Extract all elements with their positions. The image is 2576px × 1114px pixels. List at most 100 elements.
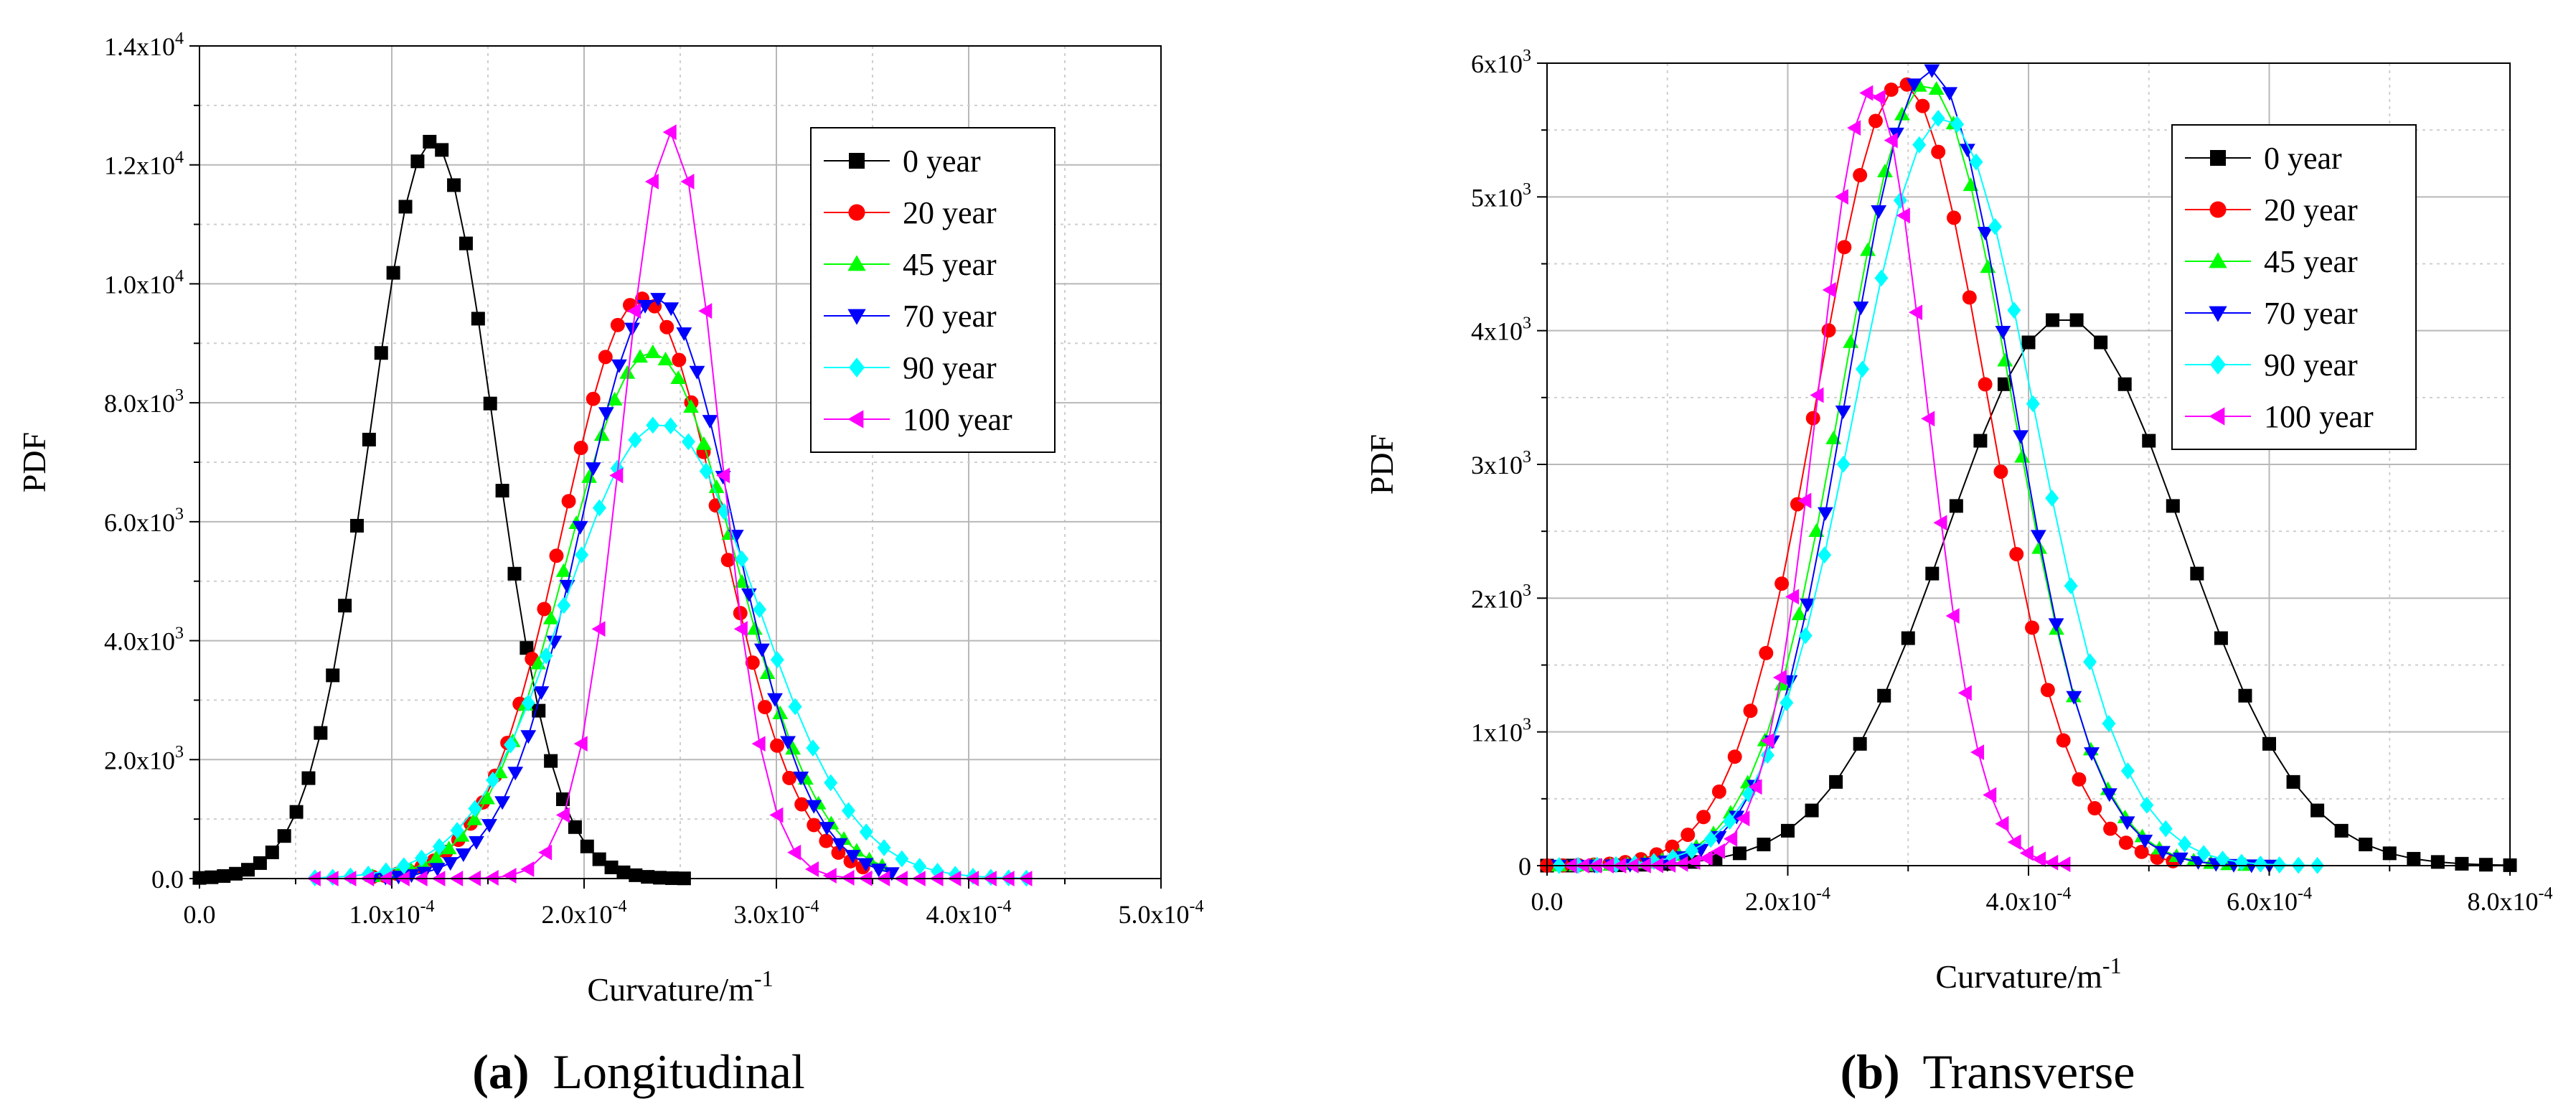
data-point — [847, 410, 864, 429]
data-point — [842, 802, 855, 820]
data-point — [653, 871, 667, 885]
data-point — [1871, 205, 1887, 219]
data-point — [770, 651, 784, 669]
data-point — [2210, 355, 2226, 375]
data-point — [870, 863, 887, 878]
data-point — [428, 850, 444, 864]
data-point — [734, 574, 751, 588]
data-point — [2064, 577, 2078, 595]
data-point — [2014, 449, 2031, 463]
data-point — [1780, 694, 1794, 711]
data-point — [681, 433, 695, 451]
data-point — [598, 407, 614, 421]
data-point — [1797, 492, 1812, 509]
data-point — [1871, 89, 1886, 106]
data-point — [2158, 820, 2173, 838]
data-point — [1906, 78, 1922, 93]
data-point — [537, 602, 552, 617]
data-point — [2072, 772, 2087, 787]
legend-label: 45 year — [2264, 244, 2358, 279]
data-point — [2056, 733, 2071, 748]
data-point — [1822, 281, 1836, 298]
data-point — [1901, 631, 1915, 645]
x-axis-label: Curvature/m-1 — [1935, 952, 2121, 995]
data-point — [637, 299, 654, 314]
data-point — [2044, 854, 2059, 871]
data-point — [831, 845, 846, 860]
data-point — [1931, 144, 1946, 159]
x-axis: 0.0 2.0x10-4 4.0x10-4 6.0x10-4 8.0x10-4 — [1531, 866, 2553, 916]
data-point — [2019, 845, 2034, 861]
data-point — [2007, 834, 2021, 851]
data-point — [794, 797, 809, 812]
data-point — [793, 771, 809, 785]
data-point — [1877, 688, 1891, 703]
data-point — [1969, 153, 1983, 171]
data-point — [386, 266, 400, 280]
data-point — [429, 863, 446, 877]
series-20-year — [1540, 77, 2181, 873]
data-point — [442, 857, 459, 871]
data-point — [1791, 606, 1808, 620]
caption-text: Longitudinal — [553, 1044, 805, 1099]
data-point — [494, 796, 511, 810]
data-point — [1724, 830, 1738, 847]
data-point — [1759, 645, 1774, 660]
data-point — [435, 143, 449, 157]
data-point — [644, 344, 661, 358]
data-point — [2007, 301, 2021, 319]
data-point — [859, 823, 873, 841]
data-point — [481, 819, 497, 833]
data-point — [2478, 858, 2493, 872]
data-point — [217, 869, 231, 883]
data-point — [1942, 87, 1958, 101]
legend-item: 0 year — [824, 144, 981, 179]
data-point — [650, 293, 667, 307]
data-point — [546, 635, 563, 650]
legend-box — [810, 127, 1056, 453]
legend-label: 20 year — [903, 195, 997, 230]
x-tick-label: 6.0x10-4 — [2227, 884, 2312, 916]
y-axis: 0.0 2.0x103 4.0x103 6.0x103 8.0x103 1.0x104 1.… — [104, 29, 199, 894]
data-point — [1933, 515, 1947, 531]
data-point — [2102, 715, 2116, 732]
legend-label: 70 year — [2264, 296, 2358, 331]
data-point — [1821, 323, 1836, 338]
data-point — [1957, 685, 1972, 701]
data-point — [2210, 150, 2226, 166]
y-tick-label: 2.0x103 — [104, 743, 184, 774]
data-point — [616, 865, 631, 879]
data-point — [606, 391, 623, 406]
data-point — [1711, 843, 1725, 859]
data-point — [289, 805, 304, 819]
data-point — [581, 469, 597, 483]
x-tick-label: 4.0x10-4 — [926, 897, 1012, 929]
data-point — [415, 849, 429, 867]
data-point — [1853, 736, 1867, 751]
data-point — [1743, 703, 1758, 719]
data-point — [1698, 850, 1713, 866]
data-point — [1774, 676, 1790, 691]
data-point — [459, 236, 473, 251]
data-point — [807, 818, 822, 833]
data-point — [1808, 523, 1825, 538]
data-point — [205, 870, 219, 884]
y-tick-label: 1.4x104 — [104, 29, 184, 61]
x-tick-label: 0.0 — [1531, 887, 1564, 916]
data-point — [1997, 377, 2011, 391]
x-tick-label: 2.0x10-4 — [1745, 884, 1830, 916]
data-point — [2103, 821, 2118, 836]
data-point — [2083, 653, 2097, 670]
y-tick-label: 3x103 — [1471, 448, 1531, 479]
data-point — [848, 204, 865, 221]
data-point — [627, 303, 641, 319]
data-point — [2209, 252, 2227, 268]
data-point — [397, 857, 411, 875]
x-tick-label: 3.0x10-4 — [734, 897, 819, 929]
data-point — [733, 621, 748, 637]
data-point — [2056, 856, 2071, 872]
data-point — [610, 317, 625, 332]
y-tick-label: 2x103 — [1471, 581, 1531, 613]
data-point — [1945, 608, 1960, 624]
data-point — [2021, 335, 2036, 350]
